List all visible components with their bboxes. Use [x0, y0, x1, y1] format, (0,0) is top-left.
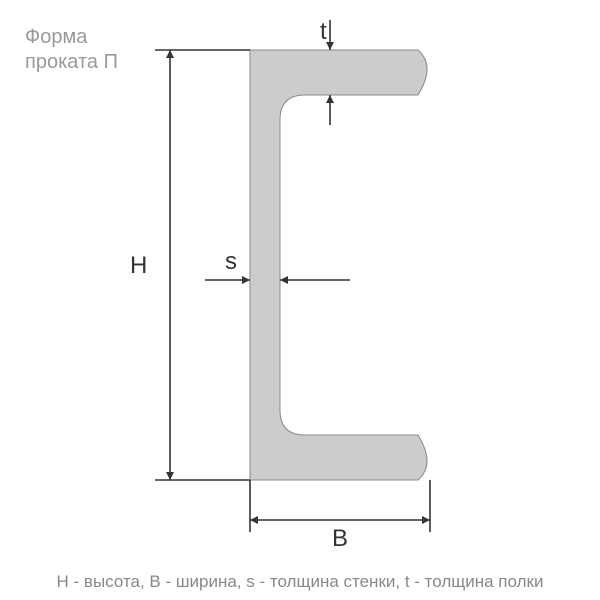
channel-profile: [250, 50, 427, 480]
label-s: s: [225, 248, 237, 276]
label-B: B: [332, 525, 348, 553]
label-H: H: [130, 252, 147, 280]
title-line-2: проката П: [25, 51, 118, 73]
diagram-canvas: Форма проката П H B s t H - высота, B - …: [0, 0, 600, 600]
diagram-title: Форма проката П: [25, 25, 118, 75]
diagram-svg: [0, 0, 600, 600]
label-t: t: [320, 18, 327, 46]
title-line-1: Форма: [25, 26, 87, 48]
legend-text: H - высота, B - ширина, s - толщина стен…: [0, 572, 600, 592]
